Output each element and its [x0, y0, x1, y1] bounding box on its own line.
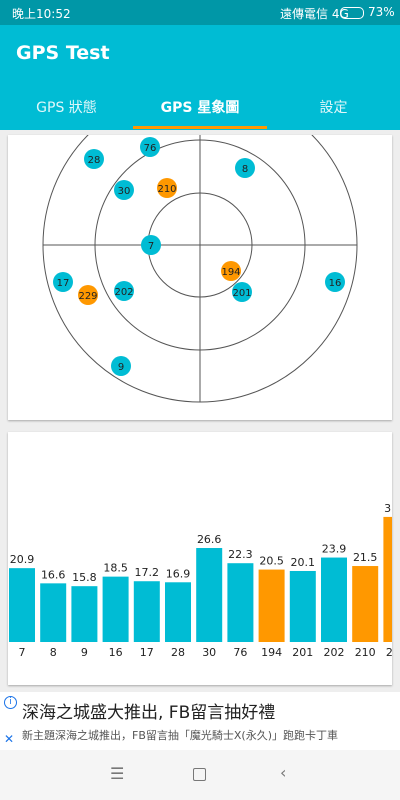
- satellite-label: 30: [118, 186, 131, 197]
- category-label: 8: [50, 646, 57, 659]
- ad-text: 新主題深海之城推出，FB留言抽「魔光騎士X(永久)」跑跑卡丁車: [22, 729, 338, 742]
- app-bar: GPS Test GPS 狀態 GPS 星象圖 設定: [0, 25, 400, 130]
- value-label: 18.5: [103, 562, 128, 575]
- satellite-label: 210: [157, 184, 176, 195]
- tab-indicator: [133, 126, 267, 129]
- tab[interactable]: GPS 狀態: [36, 100, 97, 116]
- satellite: [157, 178, 177, 198]
- bar: [321, 557, 347, 642]
- value-label: 20.9: [10, 553, 35, 566]
- back-button[interactable]: ‹: [280, 763, 287, 782]
- satellite-label: 8: [242, 164, 248, 175]
- bar: [289, 570, 316, 642]
- tab[interactable]: 設定: [319, 100, 348, 116]
- bar: [165, 582, 191, 642]
- category-label: 201: [292, 646, 313, 659]
- tab[interactable]: GPS 星象圖: [160, 100, 240, 116]
- satellite: [53, 272, 73, 292]
- ad-close[interactable]: ✕: [4, 732, 15, 746]
- bar: [258, 569, 285, 642]
- value-label: 22.3: [228, 548, 253, 561]
- satellite: [111, 356, 131, 376]
- bar: [352, 566, 379, 642]
- satellite-label: 202: [114, 287, 133, 298]
- satellite: [221, 261, 241, 281]
- bar: [40, 583, 67, 642]
- satellite-label: 9: [118, 362, 124, 373]
- value-label: 21.5: [353, 551, 378, 564]
- menu-button[interactable]: ☰: [110, 764, 125, 783]
- bar: [133, 581, 160, 642]
- time: 晚上10:52: [12, 7, 71, 21]
- ad-banner[interactable]: i ✕ 深海之城盛大推出, FB留言抽好禮 新主題深海之城推出，FB留言抽「魔光…: [0, 692, 400, 750]
- value-label: 16.6: [41, 568, 66, 581]
- satellite: [114, 281, 134, 301]
- battery-icon: [340, 7, 364, 19]
- category-label: 16: [109, 646, 123, 659]
- satellite: [78, 285, 98, 305]
- bar: [102, 576, 129, 642]
- category-label: 229: [386, 646, 392, 659]
- satellite: [325, 272, 345, 292]
- category-label: 17: [140, 646, 154, 659]
- category-label: 7: [19, 646, 26, 659]
- category-label: 28: [171, 646, 185, 659]
- value-label: 26.6: [197, 533, 222, 546]
- bar: [9, 568, 35, 642]
- category-label: 76: [233, 646, 247, 659]
- chart: 20.9 7 16.6 8 15.8 9 18.5 16 17.2 17 16.9 28 26.6 30 2…: [9, 502, 392, 659]
- battery: 73%: [368, 5, 395, 19]
- satellite-label: 17: [57, 278, 70, 289]
- nav-bar: ☰ ‹: [0, 750, 400, 800]
- bar: [227, 563, 254, 642]
- category-label: 202: [324, 646, 345, 659]
- value-label: 15.8: [72, 571, 97, 584]
- app-title: GPS Test: [16, 42, 110, 64]
- sky-plot: 76 28 8 30 210 7 194 17 229 202 201 16 9: [8, 135, 392, 420]
- value-label: 16.9: [166, 567, 191, 580]
- value-label: 23.9: [322, 543, 347, 556]
- satellite: [235, 158, 255, 178]
- category-label: 30: [202, 646, 216, 659]
- satellite-label: 76: [144, 143, 157, 154]
- bar: [383, 516, 392, 642]
- value-label: 20.5: [259, 555, 284, 568]
- category-label: 194: [261, 646, 282, 659]
- satellite: [141, 235, 161, 255]
- satellite-label: 201: [232, 288, 251, 299]
- status-bar: 晚上10:52 遠傳電信 4G 73%: [0, 0, 400, 25]
- satellite-label: 28: [88, 155, 101, 166]
- ad-info-icon[interactable]: i: [4, 696, 17, 709]
- bar: [71, 586, 98, 642]
- satellite-label: 7: [148, 241, 154, 252]
- bar: [196, 548, 223, 642]
- satellite-label: 229: [78, 291, 97, 302]
- satellite-label: 16: [329, 278, 342, 289]
- chart-card: 20.9 7 16.6 8 15.8 9 18.5 16 17.2 17 16.9 28 26.6 30 2…: [8, 432, 392, 685]
- carrier: 遠傳電信 4G: [280, 7, 349, 21]
- satellite: [232, 282, 252, 302]
- satellite: [140, 137, 160, 157]
- category-label: 210: [355, 646, 376, 659]
- home-button[interactable]: [193, 768, 206, 781]
- value-label: 17.2: [135, 566, 160, 579]
- satellite-label: 194: [221, 267, 240, 278]
- value-label: 35.4: [384, 502, 392, 515]
- category-label: 9: [81, 646, 88, 659]
- satellite: [114, 180, 134, 200]
- satellite: [84, 149, 104, 169]
- value-label: 20.1: [291, 556, 316, 569]
- ad-title: 深海之城盛大推出, FB留言抽好禮: [22, 703, 276, 723]
